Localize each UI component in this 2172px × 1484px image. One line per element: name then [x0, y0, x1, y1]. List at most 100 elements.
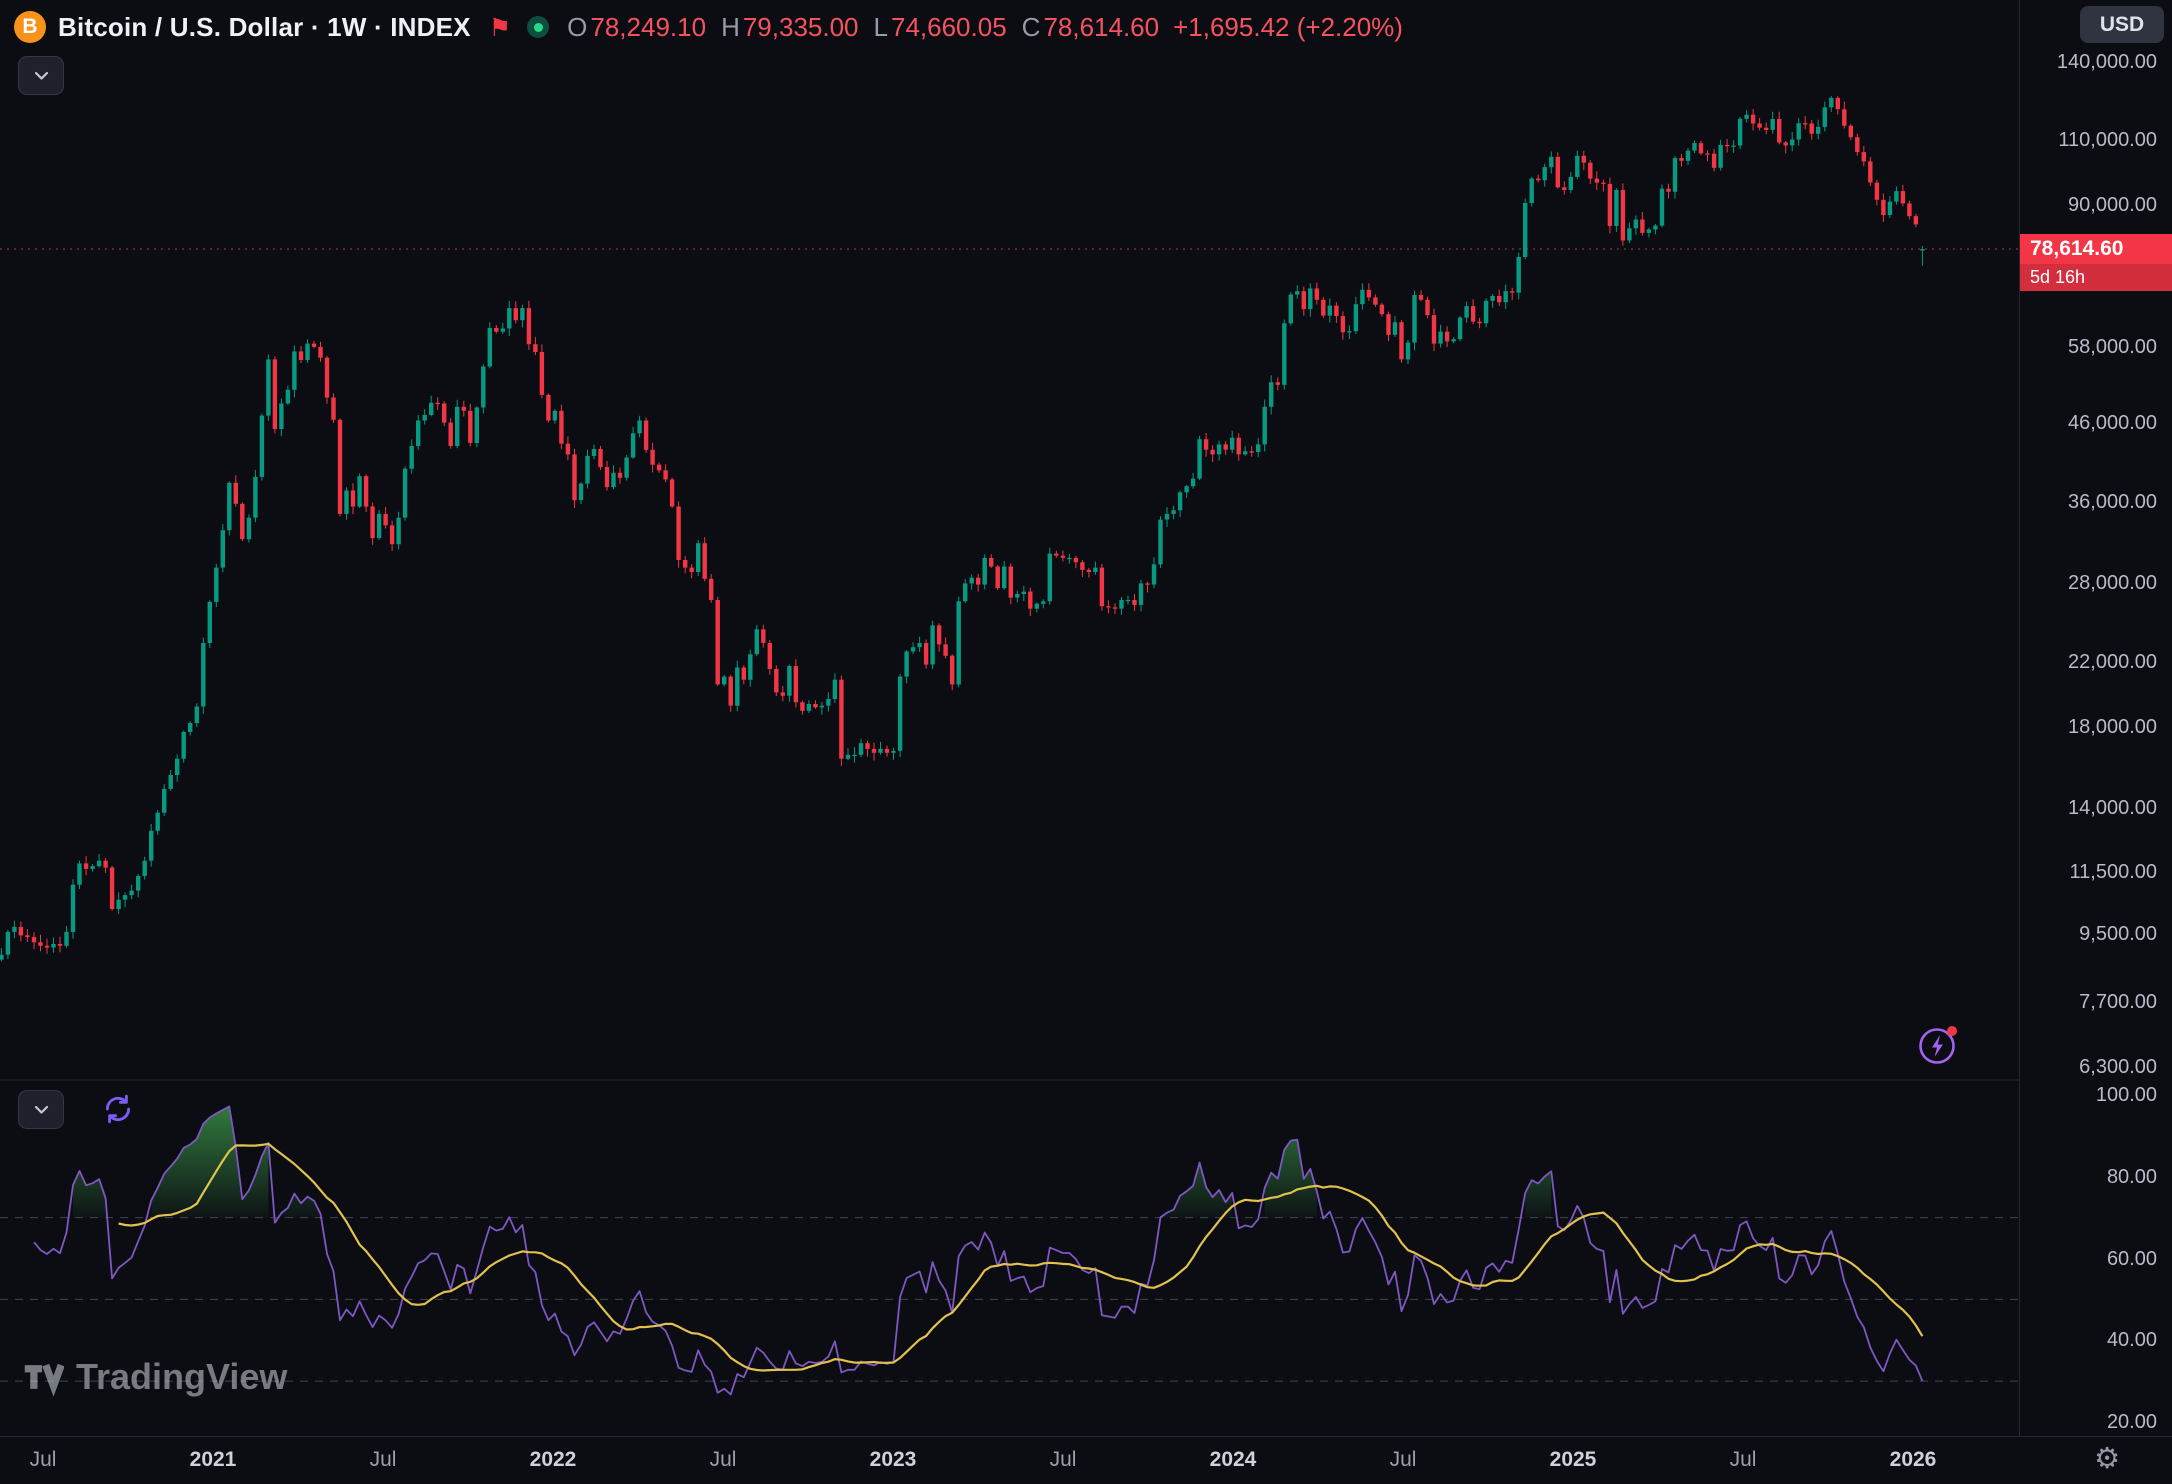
candle-body	[344, 490, 349, 514]
open-value: 78,249.10	[590, 11, 707, 42]
candle-body	[1015, 594, 1020, 598]
candle-body	[357, 476, 362, 507]
candle-body	[376, 513, 382, 539]
candle-body	[233, 482, 238, 504]
candle-body	[813, 704, 818, 708]
candle-body	[963, 583, 968, 602]
candle-body	[1386, 314, 1391, 335]
candle-body	[474, 407, 479, 443]
candle-body	[64, 931, 69, 946]
candle-body	[1855, 137, 1860, 153]
candle-body	[1620, 190, 1626, 241]
candle-body	[1822, 107, 1827, 127]
candle-body	[1555, 156, 1560, 188]
change-value: +1,695.42 (+2.20%)	[1173, 11, 1403, 42]
candle-body	[246, 517, 252, 540]
candle-body	[259, 415, 265, 477]
candle-body	[676, 506, 681, 560]
market-status-icon[interactable]	[527, 16, 550, 38]
flag-icon[interactable]: ⚑	[488, 12, 512, 42]
candle-body	[1041, 601, 1046, 604]
price-axis[interactable]: 140,000.00 110,000.00 90,000.00 58,000.00 46…	[2019, 0, 2172, 1436]
candle-body	[1230, 437, 1235, 450]
candle-body	[761, 629, 766, 643]
candle-body	[1887, 201, 1893, 215]
candle-body	[572, 454, 577, 501]
candle-body	[917, 643, 922, 648]
candle-body	[1223, 444, 1228, 450]
candle-body	[1438, 331, 1443, 344]
candle-body	[1757, 123, 1762, 128]
candle-body	[1666, 188, 1671, 192]
candle-body	[116, 899, 121, 909]
time-axis[interactable]: Jul 2021 Jul 2022 Jul 2023 Jul 2024 Jul 2025 Jul 20…	[0, 1436, 2172, 1484]
candle-body	[1477, 321, 1482, 324]
candle-body	[129, 890, 134, 896]
candle-body	[1744, 114, 1749, 119]
rsi-axis-tick: 100.00	[2095, 1084, 2157, 1106]
candle-body	[1497, 296, 1502, 303]
rsi-overbought-fill	[73, 1106, 1578, 1218]
candle-body	[897, 676, 903, 751]
candle-body	[1028, 591, 1033, 609]
candle-body	[162, 788, 167, 813]
time-axis-label: 2025	[1549, 1448, 1597, 1471]
candle-body	[83, 863, 89, 869]
candle-body	[1750, 114, 1756, 124]
candle-body	[305, 343, 310, 360]
symbol-title[interactable]: Bitcoin / U.S. Dollar · 1W · INDEX	[58, 11, 471, 42]
candle-body	[1060, 555, 1066, 558]
candle-body	[1510, 291, 1515, 293]
candle-body	[188, 723, 193, 732]
candle-body	[1601, 182, 1606, 184]
candle-body	[1054, 553, 1059, 556]
time-axis-label: Jul	[29, 1448, 57, 1471]
main-pane-dropdown-button[interactable]	[18, 56, 64, 95]
candle-body	[389, 525, 395, 545]
candle-body	[1711, 153, 1717, 168]
candle-body	[787, 666, 792, 696]
high-value: 79,335.00	[742, 11, 859, 42]
candle-body	[578, 483, 584, 501]
candle-body	[1542, 167, 1547, 181]
candle-body	[1549, 156, 1554, 168]
candle-body	[1848, 125, 1853, 138]
quick-trade-bolt-icon[interactable]	[1913, 1020, 1961, 1068]
candle-body	[1444, 331, 1450, 342]
candle-body	[1698, 143, 1704, 154]
candle-body	[1177, 492, 1183, 511]
candle-body	[1868, 161, 1873, 183]
candle-body	[1158, 519, 1163, 565]
time-axis-label: 2022	[529, 1448, 577, 1471]
candle-body	[422, 414, 427, 421]
time-axis-label: Jul	[1729, 1448, 1757, 1471]
candle-body	[989, 557, 994, 567]
candle-body	[591, 449, 597, 456]
chart-canvas[interactable]	[0, 0, 2019, 1436]
time-axis-label: 2026	[1889, 1448, 1937, 1471]
candle-body	[1093, 567, 1098, 572]
candle-body	[1614, 190, 1619, 226]
candle-body	[1659, 188, 1665, 226]
candle-body	[683, 560, 688, 568]
candle-body	[77, 863, 82, 885]
candle-body	[1249, 451, 1254, 453]
candle-body	[12, 926, 17, 932]
candle-body	[1203, 439, 1209, 450]
candle-body	[832, 679, 838, 699]
indicator-sync-button[interactable]	[100, 1092, 136, 1126]
candle-body	[1002, 566, 1007, 589]
candle-body	[194, 706, 199, 723]
candle-body	[1379, 304, 1385, 315]
candle-body	[1184, 486, 1189, 493]
rsi-axis-tick: 60.00	[2106, 1247, 2157, 1270]
timezone-settings-gear-icon[interactable]: ⚙	[2094, 1441, 2120, 1475]
candle-body	[1099, 567, 1105, 607]
candle-body	[624, 457, 629, 478]
candle-body	[1737, 118, 1743, 146]
currency-toggle-button[interactable]: USD	[2080, 6, 2164, 43]
rsi-pane-dropdown-button[interactable]	[18, 1090, 64, 1129]
candle-body	[70, 884, 76, 932]
candle-body	[1874, 182, 1880, 200]
